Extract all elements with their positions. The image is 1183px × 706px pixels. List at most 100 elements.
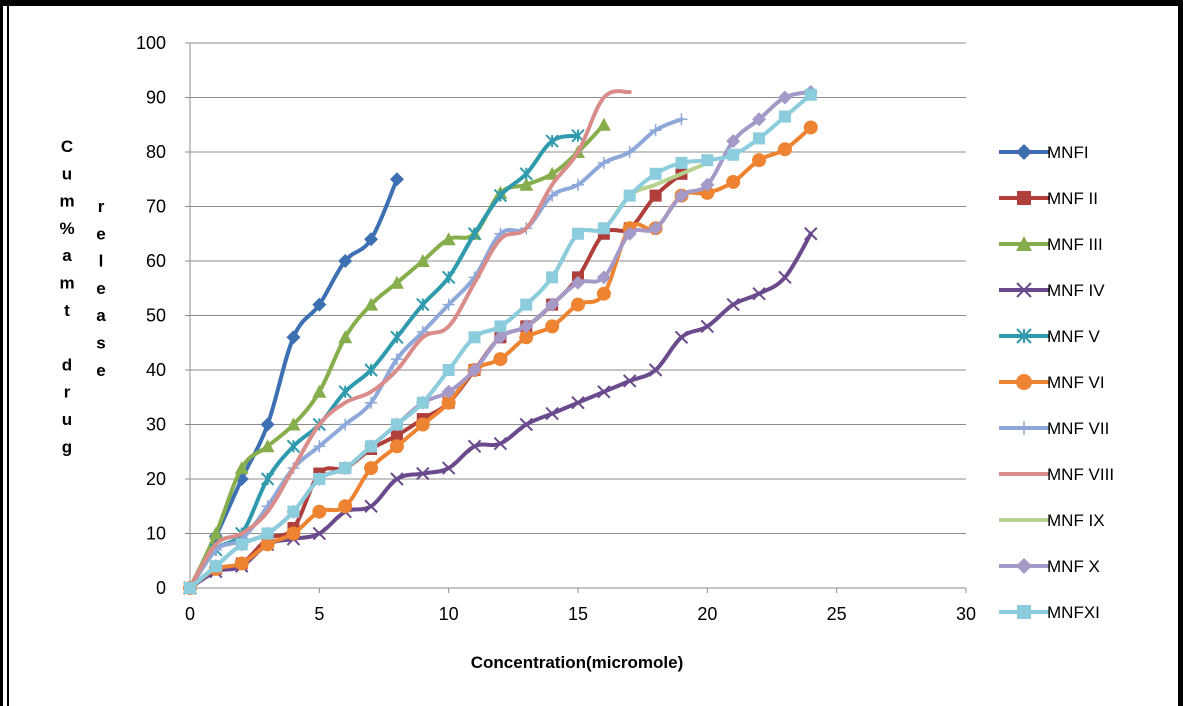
data-point [675, 156, 688, 169]
series-mnf-v [183, 128, 585, 595]
data-point [1016, 282, 1032, 298]
y-axis-title-letter: m [59, 192, 74, 211]
y-axis-title-letter: a [96, 306, 106, 325]
legend-label: MNFXI [1047, 603, 1100, 622]
y-tick-label: 60 [146, 251, 166, 271]
y-tick-label: 90 [146, 88, 166, 108]
x-tick-label: 0 [185, 604, 195, 624]
legend-label: MNF V [1047, 327, 1101, 346]
legend-item: MNF IX [999, 511, 1105, 530]
data-point [803, 120, 818, 135]
data-point [597, 385, 611, 399]
data-point [623, 189, 636, 202]
legend: MNFI MNF II MNF III MNF IV MNF V MNF VI MNF VI… [999, 143, 1114, 622]
series-line [188, 133, 580, 590]
y-tick-label: 80 [146, 142, 166, 162]
data-point [623, 374, 637, 388]
data-point [339, 418, 352, 431]
legend-label: MNF VII [1047, 419, 1109, 438]
data-point [260, 472, 275, 486]
data-point [649, 167, 662, 180]
data-point [286, 330, 301, 345]
data-point [467, 439, 482, 454]
data-point [364, 297, 379, 311]
data-point [287, 505, 300, 518]
legend-label: MNF IX [1047, 511, 1105, 530]
data-point [364, 499, 378, 513]
y-axis-title-letter: m [59, 274, 74, 293]
y-axis-title-letter: r [98, 197, 105, 216]
legend-item: MNF VI [999, 373, 1105, 392]
y-axis-title-letter: % [59, 219, 74, 238]
data-point [415, 417, 430, 432]
legend-item: MNF III [999, 235, 1103, 254]
data-point [441, 395, 456, 410]
data-point [674, 330, 689, 345]
legend-label: MNFI [1047, 143, 1089, 162]
x-tick-label: 25 [827, 604, 847, 624]
series-mnf-ii [184, 167, 688, 594]
data-point [546, 189, 559, 202]
data-point [777, 90, 792, 105]
data-point [286, 439, 301, 454]
data-point [338, 330, 353, 344]
data-point [338, 385, 352, 399]
data-point [727, 148, 740, 161]
legend-item: MNF VII [999, 419, 1109, 438]
data-point [416, 297, 430, 312]
y-axis-title-letter: C [61, 137, 73, 156]
data-point [726, 134, 741, 149]
x-tick-label: 5 [314, 604, 324, 624]
data-point [312, 384, 327, 398]
data-point [545, 406, 559, 421]
data-point [313, 440, 326, 453]
data-point [441, 461, 456, 475]
data-point [545, 166, 560, 180]
legend-label: MNF VIII [1047, 465, 1114, 484]
legend-item: MNF II [999, 189, 1098, 208]
data-point [364, 461, 379, 476]
data-point [546, 271, 559, 284]
data-point [390, 429, 403, 442]
data-point [571, 275, 585, 290]
data-point [493, 330, 508, 345]
data-point [726, 297, 740, 312]
data-point [519, 177, 534, 191]
data-point [597, 156, 610, 169]
data-point [365, 440, 378, 453]
data-point [804, 88, 817, 101]
y-axis-title-letter: a [62, 246, 72, 265]
data-point [545, 134, 559, 148]
data-point [597, 222, 610, 235]
legend-label: MNF II [1047, 189, 1098, 208]
data-point [415, 254, 430, 267]
data-point [1016, 328, 1032, 344]
legend-item: MNF V [999, 327, 1101, 346]
data-point [778, 270, 792, 285]
data-point [390, 353, 403, 366]
y-tick-label: 20 [146, 469, 166, 489]
data-point [441, 384, 456, 399]
data-point [700, 319, 715, 334]
legend-label: MNF IV [1047, 281, 1105, 300]
data-point [649, 189, 662, 202]
data-point [753, 132, 766, 145]
data-point [1017, 191, 1031, 205]
y-axis-title-letter: r [64, 383, 71, 402]
data-point [493, 352, 508, 367]
series-line [188, 117, 684, 590]
data-point [442, 364, 455, 376]
data-point [519, 330, 534, 345]
y-axis-title-letter: g [62, 437, 72, 456]
data-point [493, 188, 508, 203]
data-point [467, 363, 482, 377]
legend-item: MNFXI [999, 603, 1100, 622]
data-point [1016, 144, 1032, 160]
y-axis-title-letter: u [62, 164, 72, 183]
x-tick-label: 15 [568, 604, 588, 624]
series-layer [183, 85, 818, 595]
series-mnf-x [183, 85, 818, 595]
data-point [312, 526, 327, 541]
